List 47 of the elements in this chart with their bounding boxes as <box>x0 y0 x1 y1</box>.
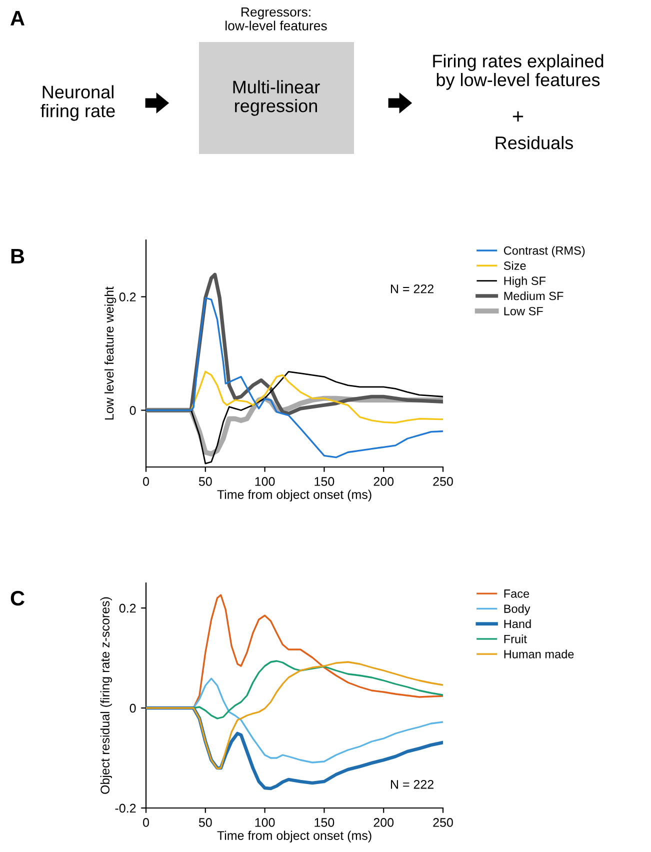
x-tick-label: 250 <box>433 818 453 827</box>
legend-label: High SF <box>504 276 546 288</box>
text: A <box>10 11 24 26</box>
legend-label: Body <box>504 604 530 616</box>
text: Regressors: low-level features <box>226 7 327 30</box>
x-tick-label: 150 <box>314 818 334 827</box>
legend-label: Hand <box>504 619 531 628</box>
x-tick-label: 200 <box>374 818 394 827</box>
legend-label: Fruit <box>504 634 527 644</box>
chart-title: C <box>10 590 24 606</box>
annotation: N = 222 <box>390 284 434 294</box>
y-tick-label: -0.2 <box>115 804 136 813</box>
line-series <box>192 660 443 720</box>
x-tick-label: 100 <box>255 818 275 827</box>
y-tick-label: 0 <box>130 406 136 415</box>
x-tick-label: 250 <box>433 477 453 486</box>
line-series <box>146 297 443 458</box>
y-tick-label: 0.2 <box>119 604 136 613</box>
legend-label: Low SF <box>504 306 543 316</box>
x-tick-label: 0 <box>143 477 149 486</box>
legend-label: Human made <box>504 650 574 658</box>
legend-label: Medium SF <box>504 291 564 300</box>
x-tick-label: 150 <box>314 477 334 486</box>
text: Firing rates explained by low-level features <box>433 54 604 90</box>
x-tick-label: 200 <box>374 477 394 486</box>
x-tick-label: 50 <box>198 818 212 827</box>
legend-label: Contrast (RMS) <box>504 246 585 258</box>
text: Neuronal firing rate <box>40 85 115 121</box>
line-series <box>192 678 443 764</box>
x-axis-title: Time from object onset (ms) <box>217 830 372 842</box>
line-series <box>192 594 443 709</box>
chart-title: B <box>11 249 24 264</box>
y-tick-label: 0 <box>130 704 136 713</box>
x-axis-title: Time from object onset (ms) <box>217 490 372 502</box>
text: Multi-linear regression <box>233 80 320 116</box>
text: + <box>512 111 524 122</box>
y-axis-title: Object residual (firing rate z-scores) <box>100 597 112 794</box>
x-tick-label: 100 <box>255 477 275 486</box>
line-series <box>146 661 443 770</box>
y-tick-label: 0.2 <box>119 292 136 302</box>
annotation: N = 222 <box>390 780 434 789</box>
x-tick-label: 50 <box>198 477 212 486</box>
text: Residuals <box>496 136 573 150</box>
legend-label: Face <box>504 590 530 598</box>
y-axis-title: Low level feature weight <box>104 286 116 420</box>
x-tick-label: 0 <box>143 818 149 827</box>
legend-label: Size <box>504 261 526 270</box>
